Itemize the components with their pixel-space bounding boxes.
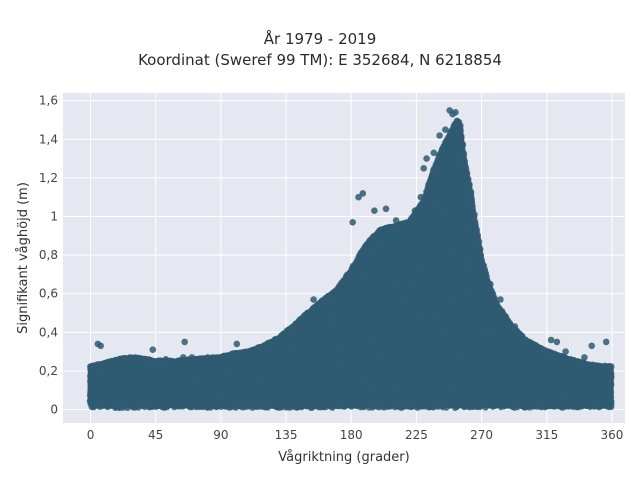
data-points: [86, 107, 615, 412]
chart-subtitle: Koordinat (Sweref 99 TM): E 352684, N 62…: [138, 51, 502, 69]
chart-title: År 1979 - 2019: [263, 30, 377, 48]
